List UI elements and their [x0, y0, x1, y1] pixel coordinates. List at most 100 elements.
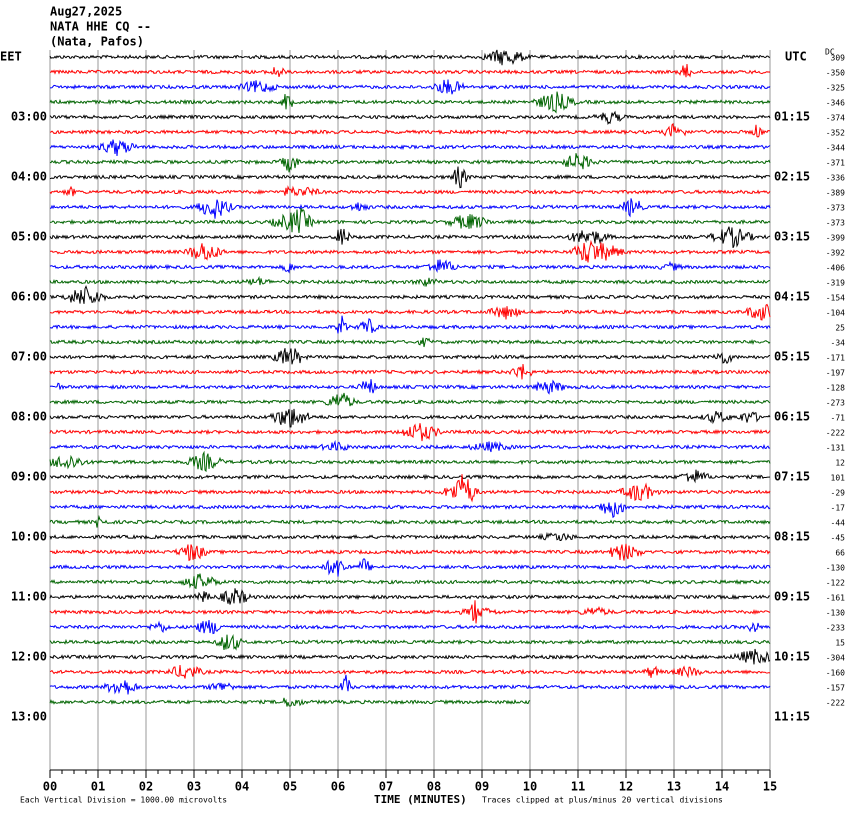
trace [49, 423, 771, 442]
trace [49, 275, 770, 287]
dc-offset: -130 [826, 609, 845, 618]
left-time-label: 10:00 [11, 530, 47, 544]
dc-offset: -350 [826, 69, 845, 78]
dc-offset: -392 [826, 249, 845, 258]
right-time-label: 09:15 [774, 590, 810, 604]
title-line: Aug27,2025 [50, 5, 122, 19]
trace [49, 502, 771, 519]
dc-offset: -17 [831, 504, 846, 513]
trace [49, 153, 771, 173]
title-line: NATA HHE CQ -- [50, 20, 151, 34]
trace [49, 226, 771, 249]
dc-offset: 66 [835, 549, 845, 558]
trace [49, 474, 771, 503]
left-time-label: 06:00 [11, 290, 47, 304]
right-time-label: 05:15 [774, 350, 810, 364]
trace [49, 674, 771, 695]
right-time-label: 01:15 [774, 110, 810, 124]
x-tick-label: 14 [715, 780, 729, 794]
dc-offset: 15 [835, 639, 845, 648]
dc-offset: -71 [831, 414, 846, 423]
left-time-label: 05:00 [11, 230, 47, 244]
dc-offset: -197 [826, 369, 845, 378]
left-time-label: 08:00 [11, 410, 47, 424]
trace [49, 469, 771, 484]
trace [49, 439, 771, 453]
right-time-label: 11:15 [774, 710, 810, 724]
left-time-label: 12:00 [11, 650, 47, 664]
trace [49, 348, 771, 365]
dc-offset: -344 [826, 144, 845, 153]
trace [50, 79, 771, 95]
trace [49, 337, 771, 348]
left-time-label: 04:00 [11, 170, 47, 184]
x-tick-label: 10 [523, 780, 537, 794]
trace [49, 648, 771, 665]
x-tick-label: 15 [763, 780, 777, 794]
dc-offset: -373 [826, 204, 845, 213]
trace [49, 634, 771, 651]
trace [50, 198, 771, 219]
trace [49, 514, 771, 528]
trace [49, 122, 771, 138]
x-tick-label: 07 [379, 780, 393, 794]
dc-offset: 101 [831, 474, 846, 483]
right-time-label: 03:15 [774, 230, 810, 244]
dc-offset: -128 [826, 384, 845, 393]
x-tick-label: 13 [667, 780, 681, 794]
right-time-label: 08:15 [774, 530, 810, 544]
trace [50, 239, 771, 263]
dc-offset: -157 [826, 684, 845, 693]
dc-offset: -325 [826, 84, 845, 93]
trace [49, 600, 771, 624]
dc-offset: 25 [835, 324, 845, 333]
dc-offset: -222 [826, 429, 845, 438]
dc-offset: 12 [835, 459, 845, 468]
dc-label: DC [825, 48, 835, 57]
right-time-label: 07:15 [774, 470, 810, 484]
dc-offset: 309 [831, 54, 846, 63]
left-time-label: 07:00 [11, 350, 47, 364]
x-tick-label: 05 [283, 780, 297, 794]
left-zone: EET [0, 50, 22, 64]
x-tick-label: 09 [475, 780, 489, 794]
dc-offset: -371 [826, 159, 845, 168]
trace [49, 110, 771, 125]
dc-offset: -161 [826, 594, 845, 603]
x-tick-label: 08 [427, 780, 441, 794]
trace [49, 543, 771, 562]
dc-offset: -389 [826, 189, 845, 198]
dc-offset: -222 [826, 699, 845, 708]
dc-offset: -45 [831, 534, 846, 543]
left-time-label: 13:00 [11, 710, 47, 724]
dc-offset: -406 [826, 264, 845, 273]
x-tick-label: 00 [43, 780, 57, 794]
x-tick-label: 01 [91, 780, 105, 794]
trace [49, 207, 771, 234]
trace [49, 63, 771, 78]
trace [49, 49, 770, 66]
dc-offset: -373 [826, 219, 845, 228]
x-tick-label: 03 [187, 780, 201, 794]
x-tick-label: 04 [235, 780, 249, 794]
right-time-label: 06:15 [774, 410, 810, 424]
trace [49, 588, 771, 605]
dc-offset: -399 [826, 234, 845, 243]
trace [49, 408, 771, 428]
trace [49, 285, 771, 304]
right-time-label: 10:15 [774, 650, 810, 664]
trace [49, 139, 771, 156]
dc-offset: -160 [826, 669, 845, 678]
dc-offset: -233 [826, 624, 845, 633]
trace [49, 185, 771, 197]
left-time-label: 11:00 [11, 590, 47, 604]
trace [49, 315, 771, 334]
dc-offset: -154 [826, 294, 845, 303]
dc-offset: -171 [826, 354, 845, 363]
trace [49, 619, 771, 635]
trace [49, 379, 771, 395]
dc-offset: -352 [826, 129, 845, 138]
x-axis-label: TIME (MINUTES) [374, 793, 467, 806]
dc-offset: -130 [826, 564, 845, 573]
